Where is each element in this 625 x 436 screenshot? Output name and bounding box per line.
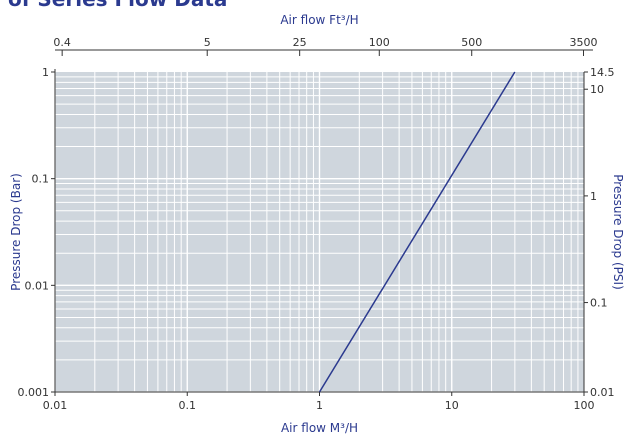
x-tick-label: 100 [574, 399, 595, 412]
grid-lines [54, 72, 584, 393]
right-tick-label: 14.5 [590, 66, 615, 79]
series-line [318, 71, 516, 393]
x-tick-label: 10 [445, 399, 459, 412]
top-x-axis-title: Air flow Ft³/H [280, 13, 358, 27]
series-layer [318, 71, 516, 393]
right-tick-label: 10 [590, 83, 604, 96]
y-tick-label: 0.01 [25, 279, 50, 292]
x-tick-label: 1 [316, 399, 323, 412]
y-axis-title: Pressure Drop (Bar) [9, 173, 23, 291]
page-heading-fragment: of Series Flow Data [8, 0, 227, 11]
top-tick-label: 5 [204, 36, 211, 49]
top-tick-label: 25 [293, 36, 307, 49]
y-tick-label: 0.1 [32, 173, 50, 186]
right-y-axis-title: Pressure Drop (PSI) [611, 174, 625, 290]
right-tick-label: 0.01 [590, 386, 615, 399]
top-tick-label: 0.4 [53, 36, 71, 49]
x-tick-label: 0.01 [43, 399, 68, 412]
right-tick-label: 1 [590, 190, 597, 203]
x-tick-label: 0.1 [179, 399, 197, 412]
top-tick-label: 100 [369, 36, 390, 49]
top-tick-label: 3500 [569, 36, 597, 49]
x-axis-title: Air flow M³/H [281, 421, 358, 435]
top-tick-label: 500 [461, 36, 482, 49]
y-tick-label: 1 [42, 66, 49, 79]
right-tick-label: 0.1 [590, 297, 608, 310]
axes [51, 49, 593, 396]
y-tick-label: 0.001 [18, 386, 50, 399]
